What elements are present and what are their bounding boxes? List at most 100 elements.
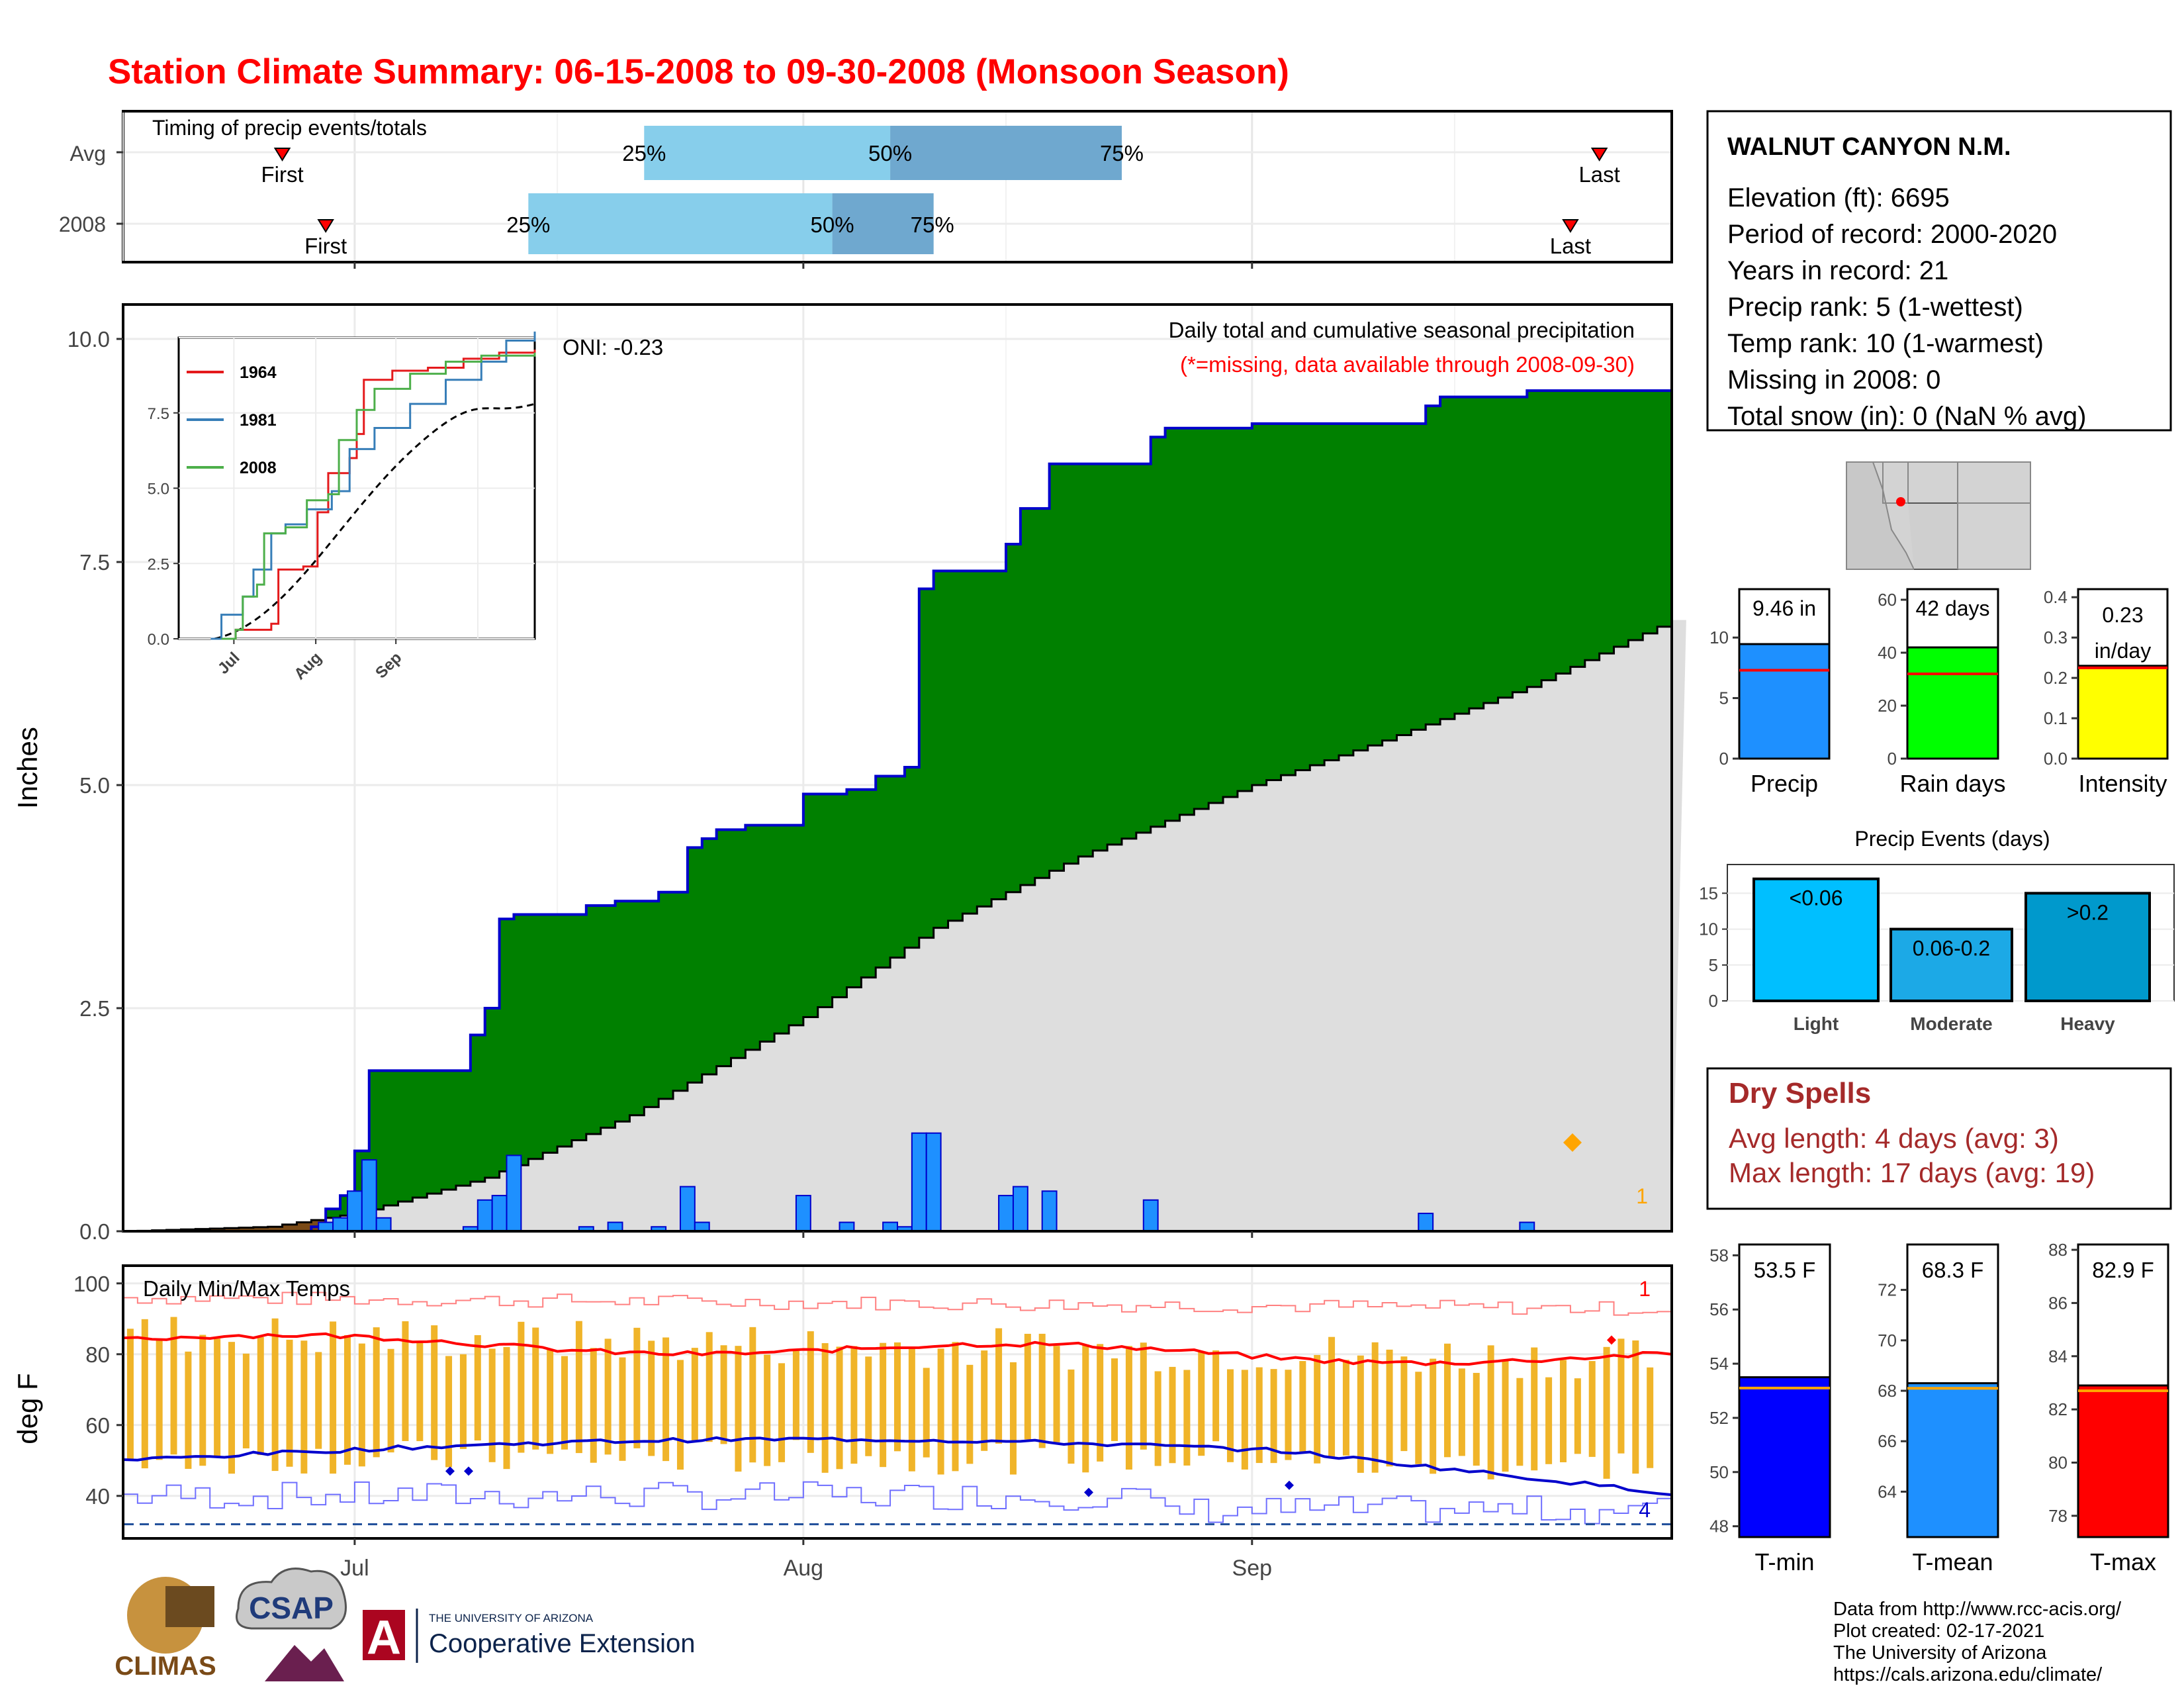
daily-temp-bar (1617, 1338, 1625, 1454)
dry-spells-max: Max length: 17 days (avg: 19) (1729, 1157, 2095, 1188)
temp-bar-ytick-label: 58 (1709, 1245, 1729, 1265)
daily-temp-bar (141, 1319, 148, 1469)
precip-panel-frame (122, 303, 1673, 1233)
daily-temp-bar (792, 1350, 799, 1440)
summary-bar-text: in/day (2095, 639, 2151, 663)
daily-temp-bar (242, 1353, 250, 1449)
daily-precip-bar (1142, 1199, 1159, 1232)
page-title: Station Climate Summary: 06-15-2008 to 0… (108, 52, 1289, 91)
summary-bar-label: Intensity (2078, 770, 2167, 797)
temp-bar-label: T-max (2090, 1548, 2156, 1575)
daily-precip-bar (911, 1132, 927, 1232)
timing-panel: Timing of precip events/totals Avg 2008 … (59, 110, 1673, 269)
daily-temp-bar (1038, 1333, 1046, 1448)
temp-record-high-line (123, 1291, 1672, 1316)
daily-temp-bar (1430, 1358, 1437, 1474)
daily-temp-bar (1111, 1358, 1118, 1441)
daily-temp-bar (1053, 1346, 1060, 1442)
daily-temp-bar (1371, 1342, 1379, 1473)
summary-bar-text: 9.46 in (1752, 596, 1816, 620)
daily-temp-bar (445, 1356, 453, 1468)
timing-event-label: First (261, 162, 303, 187)
station-line-elevation: Elevation (ft): 6695 (1727, 183, 1950, 212)
daily-temp-bar (1299, 1361, 1306, 1453)
month-label: Jul (340, 1556, 369, 1581)
precip-ytick-label: 0.0 (79, 1219, 110, 1244)
temp-ytick-label: 40 (85, 1484, 110, 1509)
daily-temp-bar (1342, 1360, 1349, 1456)
timing-row-label-2008: 2008 (59, 212, 106, 236)
daily-temp-bar (1632, 1340, 1639, 1474)
daily-temp-bar (1198, 1351, 1205, 1456)
locator-map (1846, 461, 2031, 570)
daily-temp-bar (1444, 1343, 1451, 1458)
daily-temp-bar (1226, 1369, 1234, 1462)
daily-precip-bar (346, 1190, 363, 1232)
summary-bar-ytick-label: 0.2 (2044, 668, 2068, 688)
summary-bar-charts: 9.46 in 0 5 10 Precip 42 days 0 20 40 60 Rain days… (1709, 587, 2169, 797)
average-cumulative-line (123, 620, 1673, 1233)
timing-bar-late (832, 193, 934, 254)
month-axis: Jul Aug Sep (340, 1538, 1272, 1581)
daily-temp-bar (865, 1356, 872, 1456)
station-line-precip-rank: Precip rank: 5 (1-wettest) (1727, 293, 2023, 322)
precip-ytick-label: 7.5 (79, 550, 110, 575)
temp-ytick-label: 60 (85, 1413, 110, 1438)
inset-legend-label: 1964 (240, 363, 277, 382)
daily-temp-bar (633, 1327, 641, 1448)
daily-temp-bar (1516, 1378, 1524, 1466)
daily-precip-bar (361, 1159, 377, 1233)
daily-temp-bar (676, 1360, 684, 1470)
temp-content (122, 1291, 1672, 1526)
timing-p25-label: 25% (622, 141, 666, 165)
timing-event-marker (1590, 148, 1608, 162)
climas-logo: CLIMAS (114, 1577, 216, 1681)
daily-temp-bar (1458, 1368, 1465, 1456)
station-line-period: Period of record: 2000-2020 (1727, 220, 2057, 249)
temp-bar-ytick-label: 72 (1878, 1280, 1897, 1300)
temp-bar-ytick-label: 68 (1878, 1381, 1897, 1401)
daily-temp-bar (1386, 1349, 1393, 1467)
daily-temp-bar (1502, 1360, 1509, 1472)
daily-temp-bar (1559, 1360, 1567, 1462)
daily-temp-bar (170, 1317, 177, 1455)
summary-bar-ytick-label: 0 (1719, 749, 1729, 769)
record-low-marker (1285, 1480, 1294, 1490)
summary-bar-label: Rain days (1899, 770, 2005, 797)
daily-temp-bar (547, 1349, 554, 1454)
station-line-years: Years in record: 21 (1727, 256, 1948, 285)
daily-temp-bar (1125, 1346, 1132, 1470)
dry-spells-box: Dry Spells Avg length: 4 days (avg: 3) M… (1706, 1067, 2172, 1210)
temp-bar-ytick-label: 80 (2048, 1452, 2068, 1472)
station-line-temp-rank: Temp rank: 10 (1-warmest) (1727, 329, 2044, 358)
daily-temp-bar (1009, 1362, 1017, 1475)
precip-events-chart: Precip Events (days) 0 5 10 15 <0.06 Light 0.0… (1699, 827, 2175, 1034)
daily-temp-bar (590, 1348, 597, 1463)
temp-corner-top: 1 (1639, 1277, 1651, 1301)
temp-panel-frame (122, 1264, 1673, 1540)
credit-line-1: Data from http://www.rcc-acis.org/ (1833, 1599, 2122, 1620)
timing-row-label-avg: Avg (69, 142, 106, 165)
map-california (1846, 461, 1915, 570)
precip-yaxis: 0.0 2.5 5.0 7.5 10.0 (68, 327, 1253, 1244)
events-ytick-label: 15 (1699, 883, 1718, 903)
events-ytick-label: 10 (1699, 919, 1718, 939)
daily-temp-bar (286, 1339, 293, 1467)
daily-temp-bar (735, 1346, 742, 1472)
record-low-marker (445, 1466, 455, 1476)
credit-line-2: Plot created: 02-17-2021 (1833, 1620, 2044, 1642)
daily-precip-bar (925, 1132, 942, 1232)
station-frame (1706, 110, 2172, 432)
daily-precip-bar (332, 1217, 348, 1233)
temp-average-max-line (122, 1332, 1672, 1366)
daily-temp-bar (1545, 1377, 1553, 1464)
precip-ylabel: Inches (12, 727, 43, 809)
events-bar (1889, 927, 2013, 1003)
daily-temp-bar (1140, 1342, 1147, 1450)
daily-temp-bar (257, 1336, 264, 1456)
temp-bar-ytick-label: 78 (2048, 1506, 2068, 1526)
daily-temp-bar (416, 1342, 424, 1442)
temp-bar-ytick-label: 48 (1709, 1517, 1729, 1536)
daily-temp-bar (156, 1340, 163, 1460)
temp-bar-ytick-label: 66 (1878, 1431, 1897, 1451)
